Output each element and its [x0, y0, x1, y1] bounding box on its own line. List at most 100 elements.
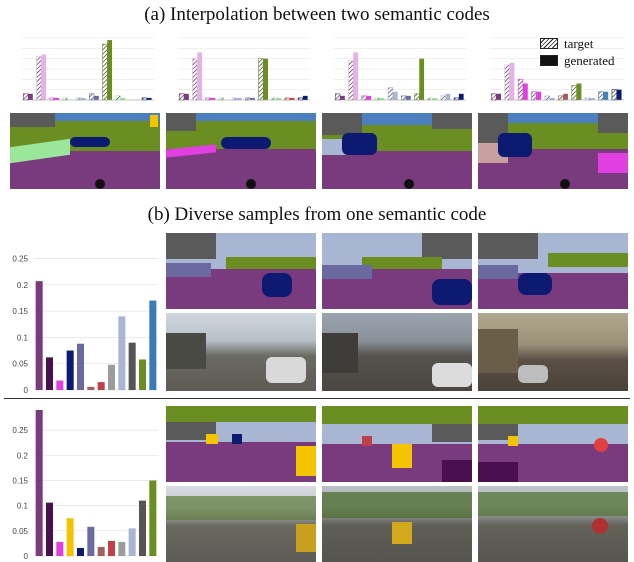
- target-bar: [427, 97, 433, 101]
- target-bar: [531, 91, 537, 101]
- diverse-seg-map-1: [166, 233, 316, 309]
- generated-bar: [576, 83, 582, 100]
- y-tick-label: 0.1: [17, 333, 29, 342]
- generated-bar: [210, 97, 216, 100]
- y-tick-label: 0.2: [17, 281, 29, 290]
- generated-bar: [107, 40, 113, 100]
- bar: [97, 546, 105, 556]
- bar: [87, 386, 95, 390]
- bar: [149, 480, 157, 556]
- diverse-photo-6: [478, 486, 628, 562]
- diverse-photo-2: [322, 313, 472, 391]
- generated-bar: [120, 97, 126, 100]
- bar: [35, 410, 43, 556]
- target-bar: [205, 97, 211, 101]
- bar: [97, 382, 105, 390]
- target-bar: [115, 95, 121, 101]
- target-bar: [348, 60, 354, 101]
- target-bar: [258, 58, 264, 101]
- diverse-seg-map-3: [478, 233, 628, 309]
- y-tick-label: 0.05: [12, 527, 28, 536]
- diverse-photo-1: [166, 313, 316, 391]
- generated-bar: [563, 93, 568, 100]
- section-divider: [4, 398, 630, 399]
- target-bar: [179, 93, 185, 101]
- y-tick-label: 0: [24, 552, 29, 560]
- generated-bar: [496, 93, 501, 100]
- generated-bar: [54, 97, 60, 100]
- generated-bar: [406, 95, 411, 100]
- generated-bar: [522, 83, 528, 100]
- target-bar: [504, 64, 510, 101]
- target-bar: [75, 97, 82, 101]
- bar: [118, 541, 126, 556]
- target-bar: [517, 79, 524, 101]
- bar: [56, 541, 64, 556]
- y-tick-label: 0.15: [12, 476, 28, 485]
- generated-bar: [236, 97, 242, 100]
- generated-bar: [445, 93, 451, 100]
- y-tick-label: 0: [24, 386, 29, 394]
- generated-bar: [458, 93, 464, 100]
- interp-seg-map-1: [10, 113, 160, 189]
- y-tick-label: 0.05: [12, 360, 28, 369]
- interp-seg-map-3: [322, 113, 472, 189]
- interp-chart-3: [334, 37, 466, 101]
- y-tick-label: 0.15: [12, 307, 28, 316]
- generated-bar: [41, 54, 47, 100]
- generated-bar: [379, 97, 385, 100]
- generated-bar: [28, 93, 33, 100]
- y-tick-label: 0.2: [17, 451, 29, 460]
- chart-legend: target generated: [540, 36, 615, 70]
- target-bar: [440, 95, 446, 101]
- diverse-seg-map-6: [478, 406, 628, 482]
- generated-bar: [616, 89, 622, 100]
- generated-bar: [94, 95, 99, 100]
- bar: [45, 502, 54, 556]
- target-bar: [414, 93, 420, 101]
- target-bar: [141, 97, 148, 101]
- target-bar: [102, 43, 108, 101]
- target-bar: [284, 97, 290, 101]
- generated-bar: [432, 97, 438, 100]
- target-bar: [571, 85, 577, 101]
- generated-bar: [80, 97, 86, 100]
- target-bar: [374, 97, 380, 101]
- bar: [66, 518, 74, 556]
- generated-bar: [509, 62, 515, 100]
- section-b-heading: (b) Diverse samples from one semantic co…: [147, 204, 487, 225]
- interp-seg-map-2: [166, 113, 316, 189]
- diverse-chart-2: 0 0.05 0.1 0.15 0.2 0.25: [12, 410, 158, 560]
- target-bar: [297, 97, 304, 101]
- target-bar: [36, 56, 42, 101]
- target-bar: [544, 95, 551, 101]
- generated-bar: [302, 95, 308, 100]
- target-bar: [89, 93, 95, 101]
- generated-bar: [184, 93, 189, 100]
- bar: [138, 359, 147, 390]
- diverse-photo-3: [478, 313, 628, 391]
- bar: [76, 547, 85, 556]
- interp-seg-map-4: [478, 113, 628, 189]
- generated-bar: [263, 58, 269, 100]
- target-bar: [598, 91, 604, 101]
- y-tick-label: 0.1: [17, 502, 29, 511]
- target-bar: [401, 95, 407, 101]
- generated-bar: [276, 97, 282, 100]
- bar: [56, 380, 64, 390]
- target-bar: [271, 97, 277, 101]
- target-bar: [23, 93, 29, 101]
- diverse-photo-4: [166, 486, 316, 562]
- bar: [107, 540, 116, 556]
- generated-bar: [250, 97, 255, 100]
- target-bar: [387, 87, 394, 101]
- bar: [87, 526, 95, 556]
- target-bar: [611, 89, 618, 101]
- target-bar: [558, 95, 564, 101]
- section-a-heading: (a) Interpolation between two semantic c…: [144, 4, 490, 25]
- bar: [66, 350, 74, 390]
- generated-bar: [366, 95, 372, 100]
- target-bar: [245, 97, 251, 101]
- bar: [149, 300, 157, 390]
- diverse-photo-5: [322, 486, 472, 562]
